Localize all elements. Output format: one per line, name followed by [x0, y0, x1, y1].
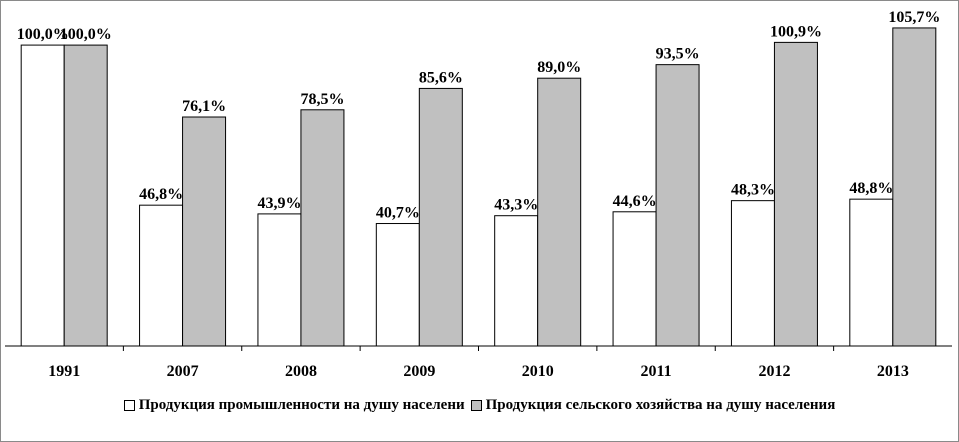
data-label-industry-2010: 43,3% [494, 197, 538, 214]
data-label-industry-1991: 100,0% [17, 26, 69, 43]
legend: Продукция промышленности на душу населен… [1, 397, 958, 414]
legend-item-agriculture: Продукция сельского хозяйства на душу на… [470, 397, 836, 414]
data-label-agriculture-2011: 93,5% [656, 46, 700, 63]
data-label-agriculture-2010: 89,0% [537, 59, 581, 76]
bar-agriculture-2007 [182, 116, 227, 347]
bar-industry-1991 [20, 44, 65, 347]
bar-industry-2012 [730, 200, 775, 347]
x-tick-label-2007: 2007 [167, 363, 199, 380]
data-label-agriculture-2013: 105,7% [888, 9, 940, 26]
bar-agriculture-2012 [773, 41, 818, 347]
bar-industry-2007 [139, 204, 184, 347]
legend-swatch-agriculture [470, 400, 482, 411]
data-label-industry-2007: 46,8% [139, 186, 183, 203]
data-label-agriculture-2008: 78,5% [300, 91, 344, 108]
data-label-agriculture-2009: 85,6% [419, 69, 463, 86]
bar-agriculture-1991 [63, 44, 108, 347]
x-tick-label-2013: 2013 [877, 363, 909, 380]
bar-industry-2008 [257, 213, 302, 347]
bar-agriculture-2013 [892, 27, 937, 347]
data-label-industry-2008: 43,9% [257, 195, 301, 212]
legend-label-agriculture: Продукция сельского хозяйства на душу на… [485, 397, 836, 413]
bar-chart: 100,0%100,0% 1991 46,8% 76,1% 2007 43,9% 78,5%… [5, 9, 952, 380]
bar-industry-2013 [849, 198, 894, 347]
x-tick-label-2012: 2012 [758, 363, 790, 380]
x-tick-label-2009: 2009 [403, 363, 435, 380]
bar-agriculture-2008 [300, 109, 345, 347]
data-label-agriculture-1991: 100,0% [60, 26, 112, 43]
bar-agriculture-2010 [537, 77, 582, 347]
bar-agriculture-2011 [655, 64, 700, 347]
data-label-industry-2012: 48,3% [731, 182, 775, 199]
data-label-agriculture-2012: 100,9% [770, 23, 822, 40]
x-tick-label-2011: 2011 [641, 363, 672, 380]
data-label-agriculture-2007: 76,1% [182, 98, 226, 115]
bar-agriculture-2009 [418, 87, 463, 347]
data-label-industry-2011: 44,6% [613, 193, 657, 210]
bar-industry-2010 [494, 215, 539, 347]
bar-industry-2009 [375, 223, 420, 347]
x-tick-label-2008: 2008 [285, 363, 317, 380]
legend-label-industry: Продукция промышленности на душу населен… [138, 397, 465, 413]
x-tick-label-2010: 2010 [522, 363, 554, 380]
data-label-industry-2013: 48,8% [849, 180, 893, 197]
bar-industry-2011 [612, 211, 657, 347]
data-label-industry-2009: 40,7% [376, 205, 420, 222]
legend-swatch-industry [123, 400, 135, 411]
x-tick-label-1991: 1991 [48, 363, 80, 380]
legend-item-industry: Продукция промышленности на душу населен… [123, 397, 465, 414]
